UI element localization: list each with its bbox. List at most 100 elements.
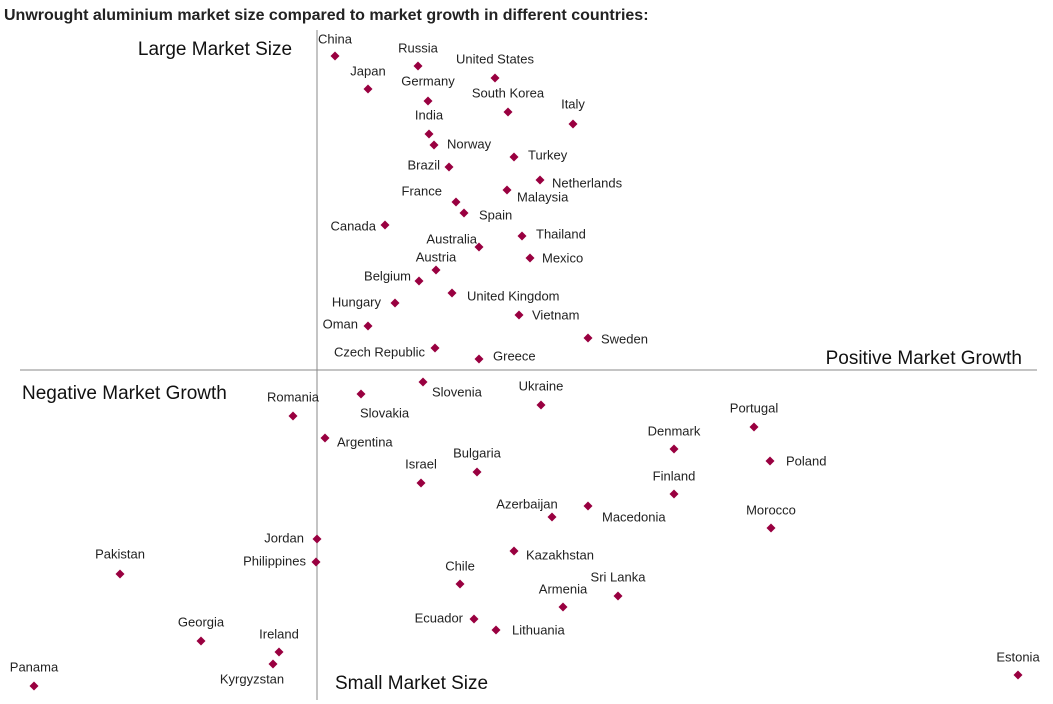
point-label: France [402,183,442,198]
point-label: Azerbaijan [496,496,557,511]
point-label: Germany [401,73,455,88]
point [447,288,457,298]
point [356,389,366,399]
point [424,129,434,139]
point-label: Armenia [539,581,588,596]
point [312,534,322,544]
point-label: Argentina [337,434,393,449]
point [363,321,373,331]
point-label: Mexico [542,250,583,265]
point [474,354,484,364]
point-label: Jordan [264,530,304,545]
point-label: China [318,31,353,46]
point [503,107,513,117]
point [547,512,557,522]
point-label: Kyrgyzstan [220,671,284,686]
point-label: Greece [493,348,536,363]
point [525,253,535,263]
point [274,647,284,657]
point-label: Denmark [648,423,701,438]
point-label: Estonia [996,649,1040,664]
point-label: Bulgaria [453,445,501,460]
point-label: Romania [267,389,320,404]
point [196,636,206,646]
point-label: Belgium [364,268,411,283]
point-label: Philippines [243,553,306,568]
point-label: Austria [416,249,457,264]
point-label: Canada [330,218,376,233]
point-label: Ecuador [415,610,464,625]
point-label: Japan [350,63,385,78]
point [429,140,439,150]
point-label: Macedonia [602,509,666,524]
point-label: Portugal [730,400,779,415]
point [583,501,593,511]
point-label: Slovakia [360,405,410,420]
point-label: United Kingdom [467,288,560,303]
axis-annotation: Positive Market Growth [826,348,1022,369]
point [363,84,373,94]
point-label: South Korea [472,85,545,100]
point-label: Finland [653,468,696,483]
point [444,162,454,172]
point-label: Malaysia [517,189,569,204]
point-label: Norway [447,136,492,151]
point [490,73,500,83]
axis-annotation: Negative Market Growth [22,383,227,404]
point-label: Pakistan [95,546,145,561]
point [517,231,527,241]
point [535,175,545,185]
point [115,569,125,579]
point [514,310,524,320]
point-label: Vietnam [532,307,579,322]
point-label: Italy [561,96,585,111]
point [413,61,423,71]
point [311,557,321,567]
point [472,467,482,477]
point-label: Chile [445,558,475,573]
point-label: Lithuania [512,622,566,637]
point-label: Morocco [746,502,796,517]
point-label: Spain [479,207,512,222]
point [29,681,39,691]
point [423,96,433,106]
point-label: India [415,107,444,122]
point [1013,670,1023,680]
point-label: Czech Republic [334,344,426,359]
point [431,265,441,275]
point [558,602,568,612]
point [669,444,679,454]
point-label: Sri Lanka [591,569,647,584]
point-label: Ireland [259,626,299,641]
point [669,489,679,499]
point [536,400,546,410]
point [414,276,424,286]
point-label: Sweden [601,331,648,346]
point [320,433,330,443]
axis-annotation: Small Market Size [335,673,488,694]
point-label: Turkey [528,147,568,162]
point [451,197,461,207]
point-label: Panama [10,659,59,674]
point [268,659,278,669]
point [469,614,479,624]
point-label: Kazakhstan [526,547,594,562]
point-label: Brazil [407,157,440,172]
point-label: Israel [405,456,437,471]
point-label: Ukraine [519,378,564,393]
point [583,333,593,343]
point [459,208,469,218]
point [288,411,298,421]
point [416,478,426,488]
point-label: Australia [426,231,477,246]
point [330,51,340,61]
point [766,523,776,533]
point [509,152,519,162]
point-label: United States [456,51,535,66]
point [491,625,501,635]
point-label: Oman [323,316,358,331]
point [430,343,440,353]
point-label: Georgia [178,614,225,629]
point-label: Hungary [332,294,382,309]
point [509,546,519,556]
